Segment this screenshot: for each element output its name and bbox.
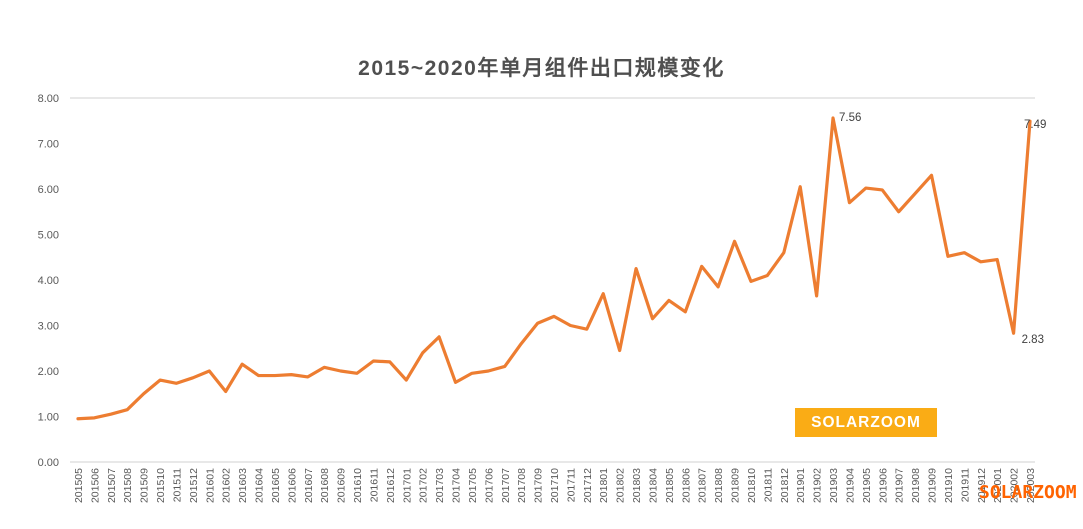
x-tick-label: 201701 (401, 468, 413, 503)
x-tick-label: 201812 (779, 468, 791, 503)
x-tick-label: 201806 (680, 468, 692, 503)
y-tick-label: 8.00 (38, 93, 59, 105)
x-tick-label: 201507 (106, 468, 118, 503)
y-tick-label: 4.00 (38, 275, 59, 287)
x-tick-label: 201712 (582, 468, 594, 503)
x-tick-label: 201811 (762, 468, 774, 502)
x-tick-label: 201906 (877, 468, 889, 503)
x-tick-label: 201907 (894, 468, 906, 503)
x-tick-label: 201711 (565, 468, 577, 502)
y-tick-label: 7.00 (38, 139, 59, 151)
x-tick-label: 201610 (352, 468, 364, 503)
x-tick-label: 201606 (286, 468, 298, 503)
x-tick-label: 201609 (336, 468, 348, 503)
x-tick-label: 201702 (418, 468, 430, 503)
x-tick-label: 202003 (1025, 468, 1037, 503)
x-tick-label: 201508 (122, 468, 134, 503)
x-tick-label: 201706 (483, 468, 495, 503)
x-tick-label: 201904 (844, 468, 856, 503)
point-label: 2.83 (1022, 334, 1044, 346)
x-tick-label: 201604 (254, 468, 266, 503)
y-tick-label: 0.00 (38, 457, 59, 469)
x-tick-label: 201803 (631, 468, 643, 503)
chart-title: 2015~2020年单月组件出口规模变化 (358, 57, 725, 80)
x-tick-label: 201802 (615, 468, 627, 503)
x-tick-label: 201608 (319, 468, 331, 503)
x-tick-label: 201707 (500, 468, 512, 503)
y-tick-label: 6.00 (38, 184, 59, 196)
y-tick-label: 1.00 (38, 412, 59, 424)
x-tick-label: 201909 (927, 468, 939, 503)
x-tick-label: 201905 (861, 468, 873, 503)
x-tick-label: 201607 (303, 468, 315, 503)
x-tick-label: 201603 (237, 468, 249, 503)
series-line (76, 116, 1032, 421)
x-tick-label: 201704 (451, 468, 463, 503)
x-tick-label: 201708 (516, 468, 528, 503)
point-label: 7.56 (839, 112, 861, 124)
x-tick-label: 201908 (910, 468, 922, 503)
x-tick-label: 201911 (959, 468, 971, 502)
x-tick-label: 201509 (139, 468, 151, 503)
x-tick-label: 201809 (730, 468, 742, 503)
x-tick-label: 201605 (270, 468, 282, 503)
x-tick-label: 201902 (812, 468, 824, 503)
solarzoom-corner-watermark: SOLARZOOM (979, 482, 1077, 503)
x-tick-label: 201512 (188, 468, 200, 503)
x-tick-label: 201510 (155, 468, 167, 503)
x-tick-label: 201709 (533, 468, 545, 503)
x-tick-label: 201805 (664, 468, 676, 503)
x-tick-label: 201808 (713, 468, 725, 503)
x-tick-label: 201612 (385, 468, 397, 503)
y-tick-label: 5.00 (38, 230, 59, 242)
x-tick-label: 201511 (171, 468, 183, 502)
y-tick-label: 2.00 (38, 366, 59, 378)
x-tick-label: 201710 (549, 468, 561, 503)
solarzoom-badge: SOLARZOOM (795, 408, 937, 437)
x-tick-label: 201611 (368, 468, 380, 502)
x-tick-label: 201506 (89, 468, 101, 503)
x-tick-label: 201703 (434, 468, 446, 503)
x-tick-label: 201810 (746, 468, 758, 503)
x-tick-label: 201901 (795, 468, 807, 503)
x-tick-label: 201807 (697, 468, 709, 503)
x-tick-label: 201912 (976, 468, 988, 503)
x-tick-label: 202002 (1009, 468, 1021, 503)
y-tick-label: 3.00 (38, 321, 59, 333)
x-tick-label: 201804 (647, 468, 659, 503)
x-tick-label: 202001 (992, 468, 1004, 503)
point-label: 7.49 (1024, 119, 1046, 131)
x-tick-label: 201705 (467, 468, 479, 503)
x-tick-label: 201903 (828, 468, 840, 503)
x-tick-label: 201801 (598, 468, 610, 503)
x-tick-label: 201505 (73, 468, 85, 503)
x-tick-label: 201601 (204, 468, 216, 503)
x-tick-label: 201910 (943, 468, 955, 503)
x-tick-label: 201602 (221, 468, 233, 503)
